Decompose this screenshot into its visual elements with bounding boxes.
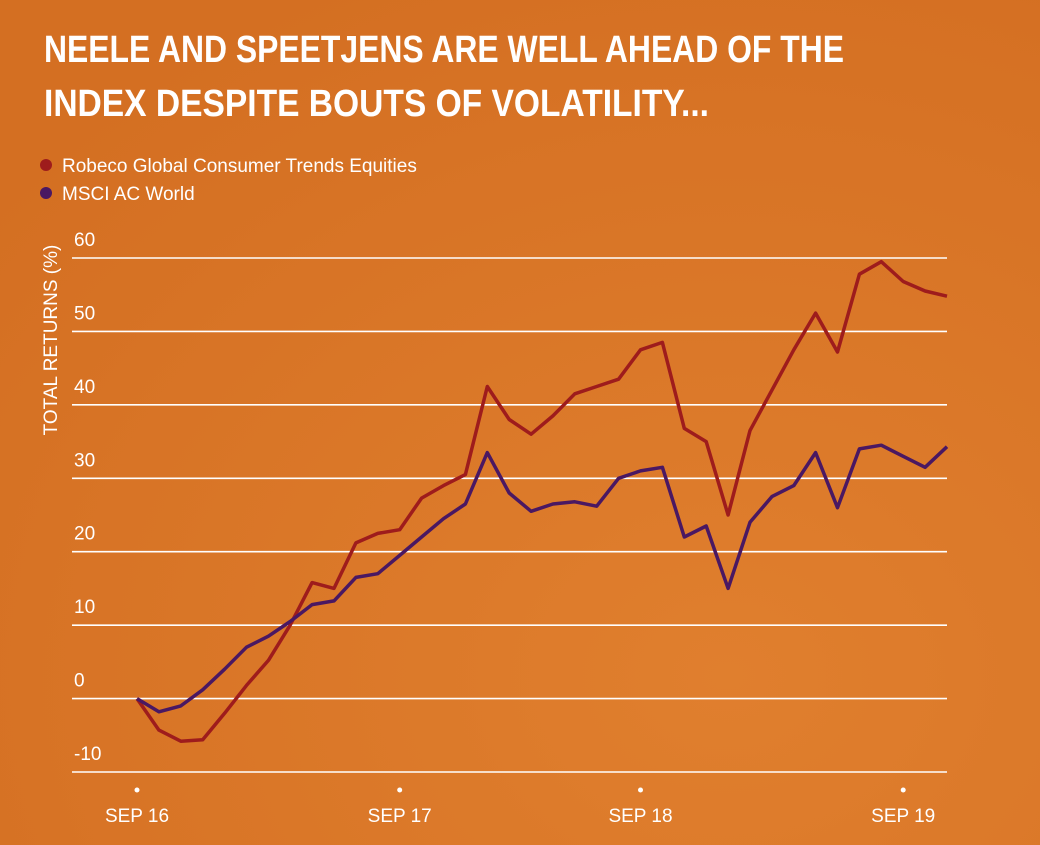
y-tick-label: 0 [74,671,85,692]
x-tick-label: SEP 19 [871,806,935,827]
y-axis-label: TOTAL RETURNS (%) [41,245,62,436]
y-tick-label: 40 [74,377,95,398]
y-tick-label: 20 [74,524,95,545]
series-line [136,443,949,714]
x-tick-dot [900,787,906,793]
legend-marker [40,159,52,171]
x-tick-label: SEP 18 [608,806,672,827]
y-tick-label: 10 [74,597,95,618]
legend-marker [40,187,52,199]
y-tick-label: -10 [74,744,101,765]
x-tick-label: SEP 17 [368,806,432,827]
x-tick-label: SEP 16 [105,806,169,827]
chart-title: NEELE AND SPEETJENS ARE WELL AHEAD OF TH… [44,29,844,71]
legend-label: Robeco Global Consumer Trends Equities [62,156,417,177]
legend-label: MSCI AC World [62,184,195,205]
x-tick-dot [134,787,140,793]
y-tick-label: 50 [74,303,95,324]
y-tick-label: 30 [74,450,95,471]
x-tick-dot [397,787,403,793]
x-tick-dot [638,787,644,793]
series-line [135,259,948,743]
chart-title: INDEX DESPITE BOUTS OF VOLATILITY... [44,83,709,125]
y-tick-label: 60 [74,230,95,251]
